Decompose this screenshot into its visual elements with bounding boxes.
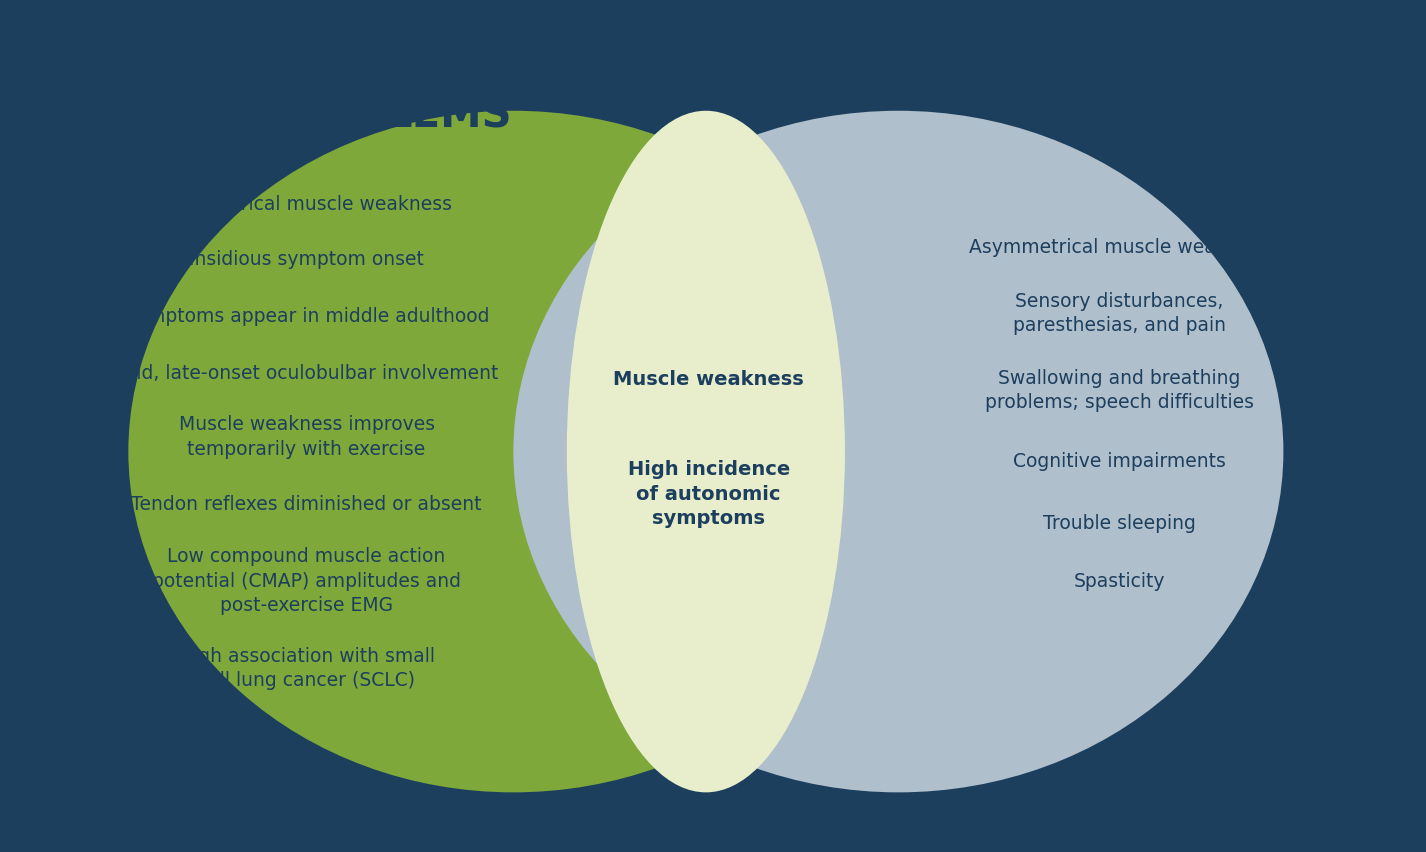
Text: Trouble sleeping: Trouble sleeping	[1042, 515, 1196, 533]
Text: Spasticity: Spasticity	[1074, 572, 1165, 590]
Text: Tendon reflexes diminished or absent: Tendon reflexes diminished or absent	[131, 495, 482, 514]
Text: Muscle weakness: Muscle weakness	[613, 370, 804, 389]
Ellipse shape	[513, 111, 1283, 792]
Ellipse shape	[128, 111, 898, 792]
Text: Muscle weakness improves
temporarily with exercise: Muscle weakness improves temporarily wit…	[178, 416, 435, 458]
Text: Insidious symptom onset: Insidious symptom onset	[190, 250, 424, 269]
Text: Swallowing and breathing
problems; speech difficulties: Swallowing and breathing problems; speec…	[985, 369, 1253, 412]
Text: Symptoms appear in middle adulthood: Symptoms appear in middle adulthood	[124, 308, 489, 326]
Ellipse shape	[568, 111, 844, 792]
Text: 1,3,4,7,10: 1,3,4,7,10	[525, 74, 643, 94]
Text: Mild, late-onset oculobulbar involvement: Mild, late-onset oculobulbar involvement	[116, 364, 498, 383]
Text: Symmetrical muscle weakness: Symmetrical muscle weakness	[161, 195, 452, 214]
Text: LEMS: LEMS	[385, 94, 512, 136]
Text: Cognitive impairments: Cognitive impairments	[1012, 452, 1226, 471]
Text: MS: MS	[1048, 94, 1119, 136]
Text: Sensory disturbances,
paresthesias, and pain: Sensory disturbances, paresthesias, and …	[1012, 292, 1226, 335]
Text: Low compound muscle action
potential (CMAP) amplitudes and
post-exercise EMG: Low compound muscle action potential (CM…	[153, 547, 461, 615]
Text: High association with small
cell lung cancer (SCLC): High association with small cell lung ca…	[178, 648, 435, 690]
Text: Asymmetrical muscle weakness: Asymmetrical muscle weakness	[970, 238, 1269, 256]
Text: 16,17: 16,17	[1105, 74, 1171, 94]
Text: High incidence
of autonomic
symptoms: High incidence of autonomic symptoms	[627, 460, 790, 528]
